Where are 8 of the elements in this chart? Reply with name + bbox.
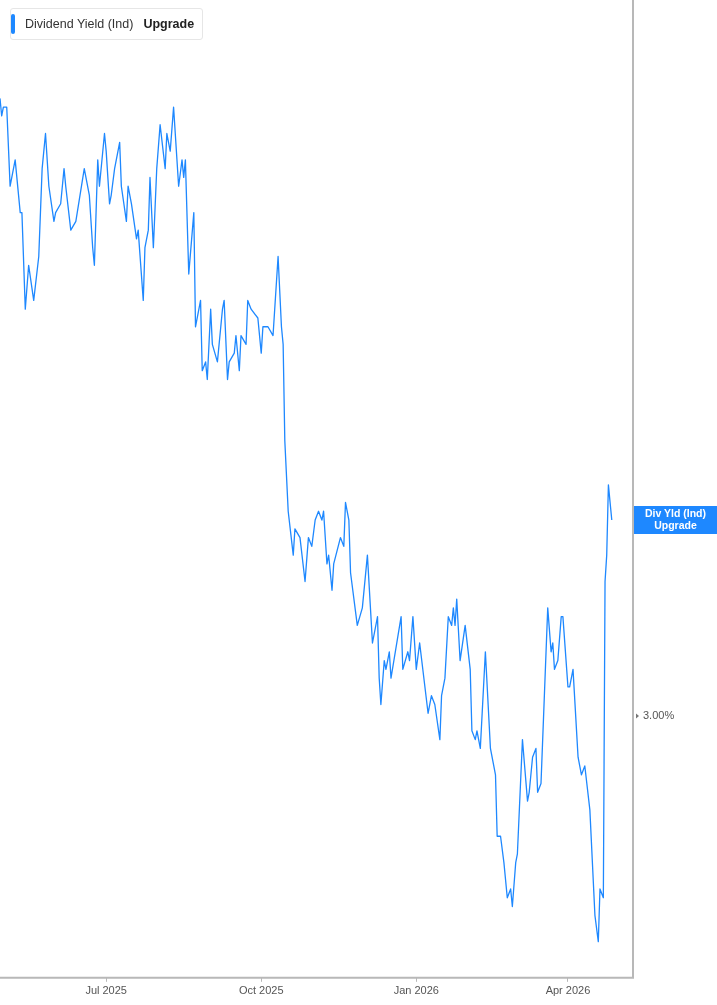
- text: 3.00%: [643, 709, 675, 722]
- x-tick-label: Jul 2025: [85, 984, 127, 997]
- x-tick-label: Jan 2026: [393, 984, 439, 997]
- x-tick-label: Oct 2025: [238, 984, 284, 997]
- text: Upgrade: [143, 17, 195, 31]
- text: Div Yld (Ind) Upgrade: [644, 506, 707, 531]
- x-tick-label: Apr 2026: [545, 984, 591, 997]
- legend-label: Dividend Yield (Ind): [25, 17, 134, 31]
